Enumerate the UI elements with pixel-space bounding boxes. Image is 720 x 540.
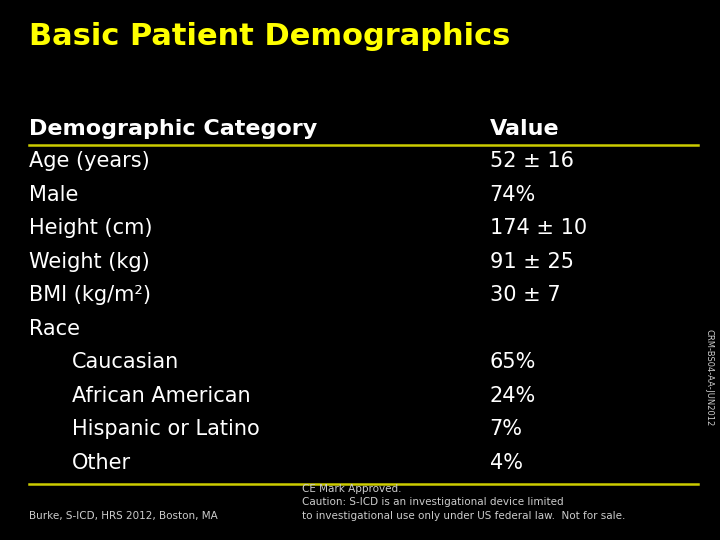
Text: African American: African American — [72, 386, 251, 406]
Text: Caucasian: Caucasian — [72, 352, 179, 372]
Text: 24%: 24% — [490, 386, 536, 406]
Text: Basic Patient Demographics: Basic Patient Demographics — [29, 22, 510, 51]
Text: Male: Male — [29, 185, 78, 205]
Text: Height (cm): Height (cm) — [29, 218, 153, 238]
Text: CRM-BS04-AA-JUN2012: CRM-BS04-AA-JUN2012 — [705, 329, 714, 427]
Text: Demographic Category: Demographic Category — [29, 119, 317, 139]
Text: 65%: 65% — [490, 352, 536, 372]
Text: 30 ± 7: 30 ± 7 — [490, 285, 560, 305]
Text: Value: Value — [490, 119, 559, 139]
Text: 7%: 7% — [490, 419, 523, 439]
Text: Race: Race — [29, 319, 80, 339]
Text: 91 ± 25: 91 ± 25 — [490, 252, 574, 272]
Text: 52 ± 16: 52 ± 16 — [490, 151, 574, 171]
Text: 74%: 74% — [490, 185, 536, 205]
Text: 174 ± 10: 174 ± 10 — [490, 218, 587, 238]
Text: BMI (kg/m²): BMI (kg/m²) — [29, 285, 150, 305]
Text: Age (years): Age (years) — [29, 151, 150, 171]
Text: CE Mark Approved.
Caution: S-ICD is an investigational device limited
to investi: CE Mark Approved. Caution: S-ICD is an i… — [302, 484, 626, 521]
Text: Other: Other — [72, 453, 131, 472]
Text: Weight (kg): Weight (kg) — [29, 252, 150, 272]
Text: Burke, S-ICD, HRS 2012, Boston, MA: Burke, S-ICD, HRS 2012, Boston, MA — [29, 510, 217, 521]
Text: 4%: 4% — [490, 453, 523, 472]
Text: Hispanic or Latino: Hispanic or Latino — [72, 419, 260, 439]
